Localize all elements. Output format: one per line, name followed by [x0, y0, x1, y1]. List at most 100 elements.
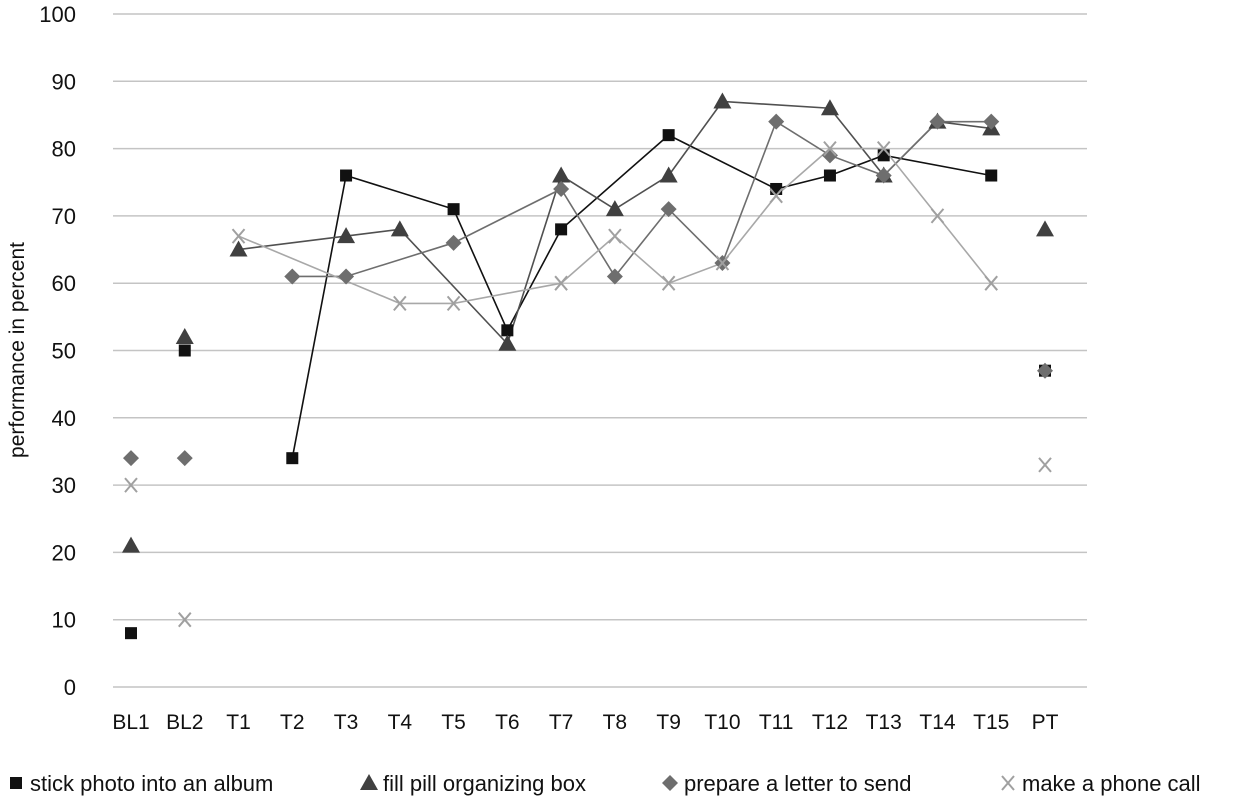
y-tick-labels: 0 10 20 30 40 50 60 70 80 90 100 — [39, 2, 76, 700]
series-line-0 — [291, 134, 992, 459]
data-point-square — [340, 169, 353, 182]
data-point-square — [770, 182, 783, 195]
data-point-triangle — [713, 92, 732, 109]
data-point-x — [823, 140, 837, 157]
data-point-square — [555, 223, 568, 236]
data-point-triangle — [390, 220, 409, 237]
gridlines — [113, 13, 1087, 688]
series-line-1 — [238, 100, 992, 346]
series-line-2 — [292, 120, 992, 278]
data-point-triangle — [337, 227, 356, 244]
x-tick-label: T8 — [603, 711, 628, 734]
data-point-x — [231, 228, 246, 244]
data-point-triangle — [229, 240, 248, 257]
x-tick-label: T12 — [812, 711, 848, 734]
x-tick-label: T1 — [226, 711, 251, 734]
data-point-x — [178, 612, 192, 628]
series-lines — [238, 100, 992, 459]
y-tick-label: 80 — [52, 137, 76, 162]
x-tick-label: T14 — [919, 711, 956, 734]
x-tick-label: PT — [1032, 711, 1059, 734]
data-point-square — [125, 627, 137, 640]
data-point-square — [823, 169, 836, 182]
y-tick-label: 30 — [52, 473, 76, 498]
data-point-x — [876, 140, 891, 157]
data-point-square — [985, 169, 998, 182]
x-tick-label: T9 — [656, 711, 681, 734]
x-tick-label: T13 — [866, 711, 902, 734]
data-point-x — [769, 188, 783, 204]
legend-item: stick photo into an album — [10, 771, 273, 796]
y-tick-label: 10 — [52, 608, 76, 633]
data-point-diamond — [660, 201, 677, 218]
data-point-diamond — [929, 113, 946, 130]
y-tick-label: 50 — [52, 339, 76, 364]
data-point-diamond — [445, 234, 462, 251]
data-point-x — [715, 255, 730, 271]
data-point-diamond — [768, 113, 785, 130]
y-tick-label: 20 — [52, 540, 76, 565]
data-point-x — [984, 275, 998, 291]
x-tick-label: T11 — [759, 711, 794, 734]
data-point-square — [877, 149, 890, 162]
legend-item: make a phone call — [1001, 771, 1201, 796]
data-point-triangle — [659, 166, 678, 183]
series-line-3 — [238, 147, 992, 305]
x-tick-label: T6 — [495, 711, 520, 734]
data-point-x — [393, 295, 407, 312]
data-point-diamond — [123, 450, 139, 467]
x-tick-labels: BL1 BL2 T1 T2 T3 T4 T5 T6 T7 T8 T9 T10 T11 T12 T13 T14 T… — [112, 711, 1058, 734]
legend-label: make a phone call — [1022, 771, 1201, 796]
data-point-x — [661, 275, 676, 291]
data-point-square — [447, 203, 460, 216]
data-point-diamond — [821, 147, 838, 164]
x-tick-label: BL2 — [166, 711, 203, 734]
data-point-diamond — [176, 450, 193, 467]
data-point-triangle — [820, 99, 839, 116]
data-point-x — [608, 228, 622, 244]
data-point-diamond — [606, 268, 623, 285]
y-tick-label: 0 — [64, 675, 76, 700]
data-point-square — [178, 344, 191, 357]
legend-label: prepare a letter to send — [684, 771, 911, 796]
legend-marker-square — [10, 777, 22, 789]
legend-marker-triangle — [360, 774, 378, 790]
data-point-triangle — [498, 334, 517, 351]
legend-item: fill pill organizing box — [360, 771, 586, 796]
data-point-x — [930, 208, 945, 224]
data-point-triangle — [122, 536, 140, 553]
x-tick-label: BL1 — [112, 711, 149, 734]
data-point-x — [446, 295, 461, 312]
x-tick-label: T5 — [441, 711, 466, 734]
legend-label: stick photo into an album — [30, 771, 273, 796]
legend-item: prepare a letter to send — [662, 771, 911, 796]
data-point-triangle — [552, 166, 571, 183]
data-point-triangle — [1036, 220, 1054, 237]
y-tick-label: 90 — [52, 69, 76, 94]
legend-marker-diamond — [662, 775, 678, 791]
y-tick-label: 40 — [52, 406, 76, 431]
y-tick-label: 60 — [52, 271, 76, 296]
y-tick-label: 100 — [39, 2, 76, 27]
series-markers — [122, 92, 1054, 640]
legend-marker-x — [1001, 775, 1015, 791]
x-tick-label: T15 — [973, 711, 1009, 734]
data-point-diamond — [1037, 362, 1053, 379]
x-tick-label: T4 — [388, 711, 413, 734]
data-point-x — [554, 275, 568, 291]
data-point-diamond — [983, 113, 1000, 130]
data-point-x — [1038, 457, 1052, 473]
y-axis-title: performance in percent — [6, 242, 29, 458]
data-point-triangle — [605, 200, 624, 217]
data-point-square — [662, 129, 675, 142]
x-tick-label: T2 — [280, 711, 305, 734]
x-tick-label: T7 — [549, 711, 574, 734]
data-point-diamond — [338, 268, 355, 285]
data-point-triangle — [175, 328, 194, 345]
data-point-x — [124, 477, 138, 493]
data-point-square — [501, 324, 514, 337]
y-tick-label: 70 — [52, 204, 76, 229]
x-tick-label: T10 — [704, 711, 740, 734]
